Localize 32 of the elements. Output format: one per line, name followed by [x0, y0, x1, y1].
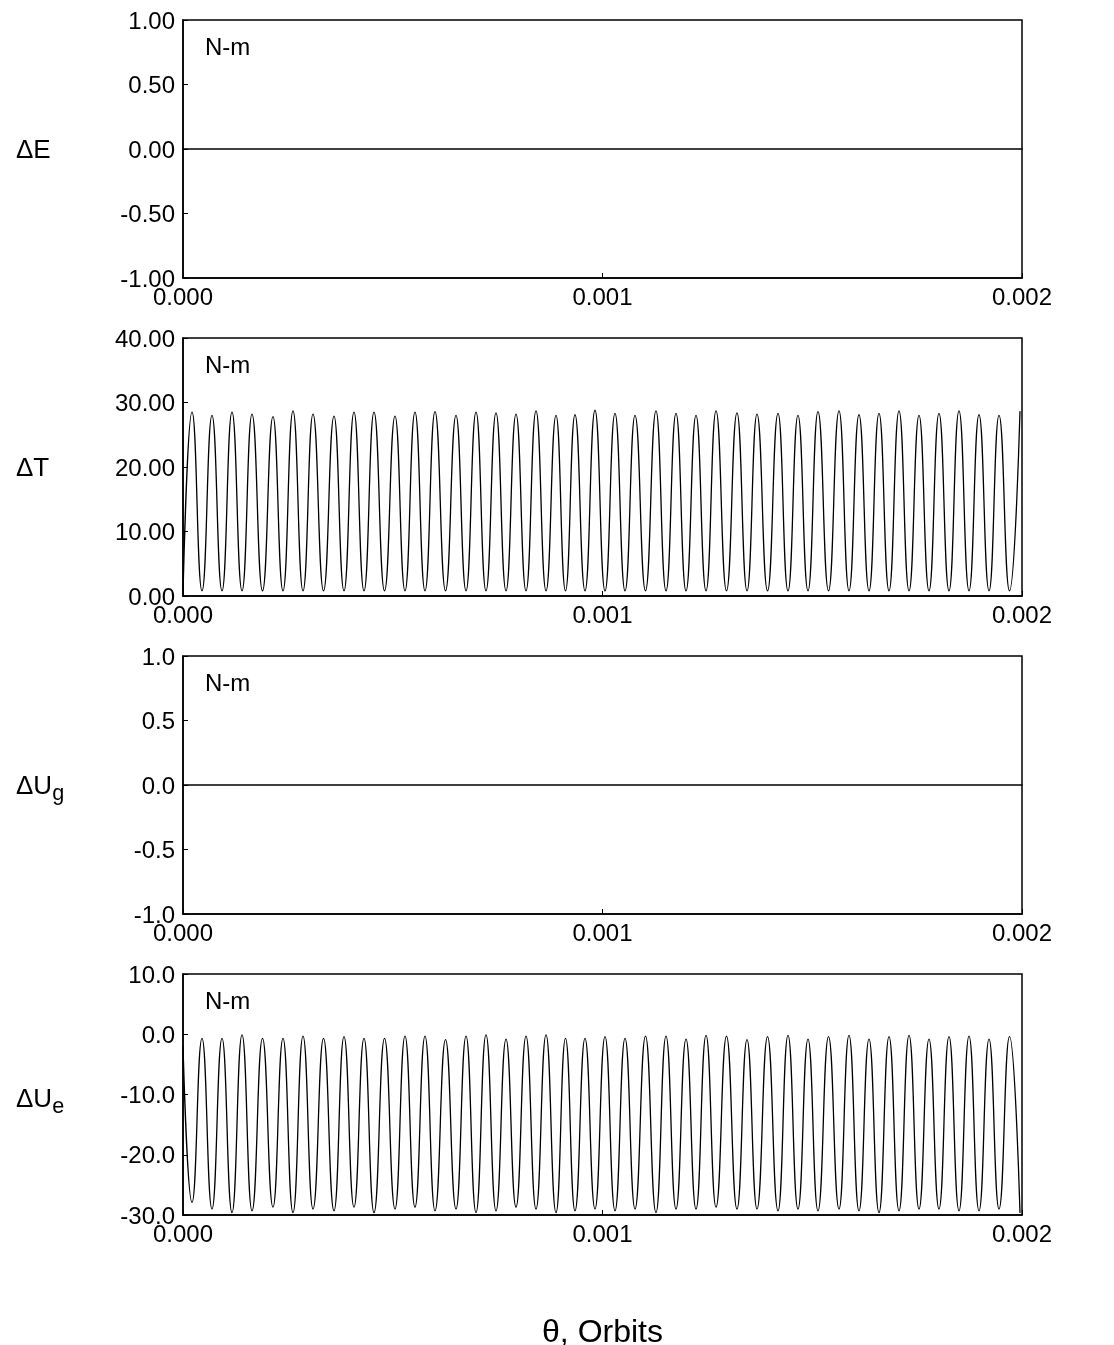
x-tick-label: 0.001 [572, 1219, 633, 1247]
y-tick-label: 0.50 [128, 71, 175, 98]
annotation: N-m [205, 350, 251, 378]
x-tick-label: 0.001 [572, 600, 633, 628]
y-tick-label: -0.5 [133, 836, 175, 863]
y-axis-title: ΔE [16, 133, 51, 165]
y-tick-label: 0.5 [141, 707, 175, 734]
x-tick-label: 0.002 [991, 600, 1053, 628]
y-tick-label: -20.0 [120, 1141, 175, 1169]
y-tick-label: 0.0 [141, 1020, 175, 1048]
y-tick-label: 1.00 [128, 6, 175, 34]
y-tick-label: 10.0 [128, 960, 175, 988]
y-tick-label: -0.50 [120, 200, 175, 227]
y-tick-label: 10.00 [114, 518, 175, 545]
x-tick-label: 0.002 [991, 282, 1053, 310]
x-tick-label: 0.002 [991, 1219, 1053, 1247]
annotation: N-m [205, 668, 251, 696]
y-tick-label: 30.00 [114, 389, 175, 416]
x-tick-label: 0.001 [572, 282, 633, 310]
y-tick-label: 0.00 [128, 135, 175, 163]
y-tick-label: -10.0 [120, 1081, 175, 1108]
y-tick-label: 0.0 [141, 771, 175, 799]
y-tick-label: 40.00 [114, 324, 175, 352]
y-axis-title: ΔU$_{g}$ [16, 769, 65, 808]
annotation: N-m [205, 986, 251, 1014]
y-axis-title: ΔT [16, 451, 50, 483]
annotation: N-m [205, 32, 251, 60]
x-tick-label: 0.001 [572, 918, 633, 946]
y-tick-label: 1.0 [141, 642, 175, 670]
y-tick-label: 20.00 [114, 453, 175, 481]
y-axis-title: ΔU$_{e}$ [16, 1082, 65, 1121]
x-tick-label: 0.002 [991, 918, 1053, 946]
